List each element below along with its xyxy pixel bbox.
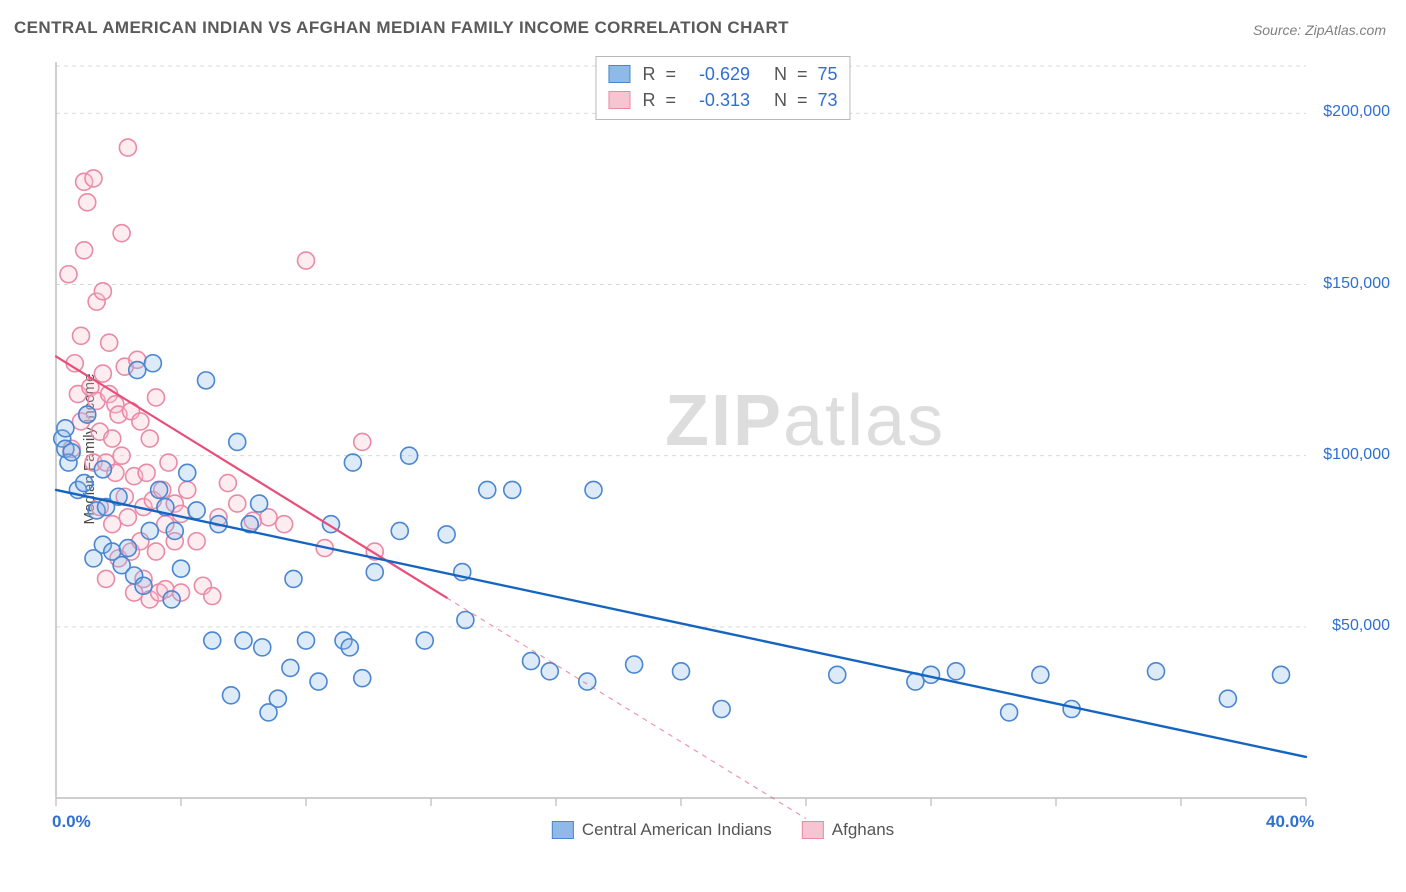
legend-label-pink: Afghans bbox=[832, 820, 894, 840]
stats-box: R = -0.629 N = 75 R = -0.313 N = 73 bbox=[595, 56, 850, 120]
x-axis-max-label: 40.0% bbox=[1266, 812, 1314, 832]
y-tick-label: $200,000 bbox=[1323, 103, 1390, 121]
swatch-blue-icon bbox=[608, 65, 630, 83]
n-label: N bbox=[774, 64, 787, 85]
chart-svg bbox=[50, 54, 1396, 844]
legend-label-blue: Central American Indians bbox=[582, 820, 772, 840]
y-tick-label: $150,000 bbox=[1323, 275, 1390, 293]
legend-item-blue: Central American Indians bbox=[552, 820, 772, 840]
chart-page: CENTRAL AMERICAN INDIAN VS AFGHAN MEDIAN… bbox=[0, 0, 1406, 892]
r-value-blue: -0.629 bbox=[686, 64, 750, 85]
legend-item-pink: Afghans bbox=[802, 820, 894, 840]
r-label: R bbox=[642, 64, 655, 85]
stats-row-blue: R = -0.629 N = 75 bbox=[608, 61, 837, 87]
legend-swatch-pink-icon bbox=[802, 821, 824, 839]
x-axis-min-label: 0.0% bbox=[52, 812, 91, 832]
stats-row-pink: R = -0.313 N = 73 bbox=[608, 87, 837, 113]
source-label: Source: ZipAtlas.com bbox=[1253, 22, 1386, 38]
n-value-blue: 75 bbox=[818, 64, 838, 85]
plot-area: Median Family Income ZIPatlas R = -0.629… bbox=[50, 54, 1396, 844]
chart-title: CENTRAL AMERICAN INDIAN VS AFGHAN MEDIAN… bbox=[14, 18, 789, 38]
y-tick-label: $50,000 bbox=[1332, 617, 1390, 635]
swatch-pink-icon bbox=[608, 91, 630, 109]
y-tick-label: $100,000 bbox=[1323, 446, 1390, 464]
bottom-legend: Central American Indians Afghans bbox=[552, 820, 894, 840]
n-value-pink: 73 bbox=[818, 90, 838, 111]
legend-swatch-blue-icon bbox=[552, 821, 574, 839]
r-value-pink: -0.313 bbox=[686, 90, 750, 111]
